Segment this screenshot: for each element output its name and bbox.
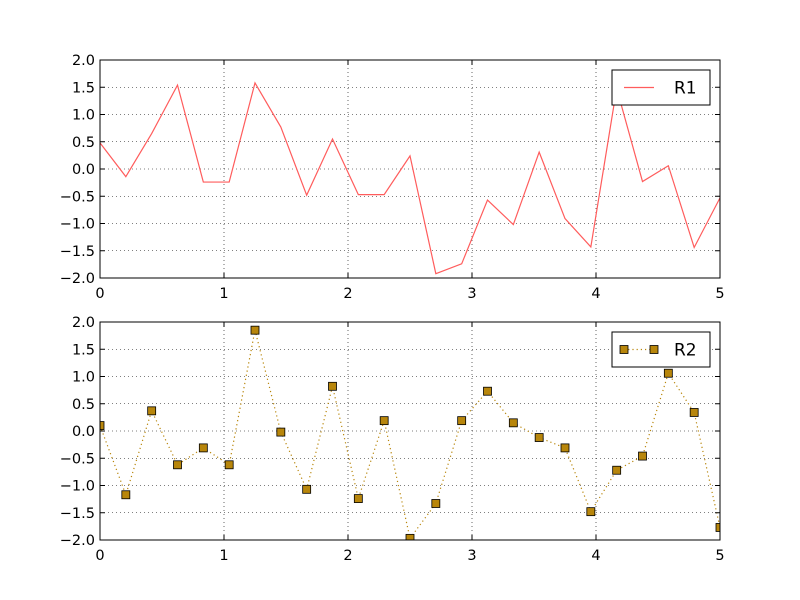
data-point [100,421,105,430]
y-tick-label: 2.0 [72,53,95,69]
data-point [353,494,363,503]
legend-marker-sample [649,345,659,354]
data-point [276,427,286,437]
subplot-2: 0 1 2 3 4 5 −2.0 −1.5 −1.0 −0.5 0.0 0.5 1.0 1.5 2.0 R2 [60,315,725,564]
data-point [198,443,208,453]
data-point [689,408,699,417]
x-tick-label: 5 [715,548,724,564]
x-tick-label: 1 [219,548,228,564]
data-point [379,416,389,426]
data-point [612,465,622,475]
data-point [560,443,570,453]
y-tick-label: −2.0 [60,533,95,549]
data-point [534,433,544,442]
x-tick-label: 0 [95,548,104,564]
data-point [431,499,441,508]
x-tick-label: 4 [591,286,600,302]
y-tick-label: 1.0 [72,370,95,386]
data-point [173,460,182,470]
axes-frame [99,59,721,279]
data-point [302,484,312,494]
y-tick-label: 0.0 [72,424,95,440]
data-point [457,416,467,426]
y-tick-label: −1.5 [60,506,95,522]
y-tick-label: −0.5 [60,189,95,205]
legend-label: R2 [674,341,697,361]
y-tick-label: −0.5 [60,451,95,467]
x-tick-label: 2 [343,286,352,302]
y-tick-label: 0.5 [72,397,95,413]
data-point [250,325,260,335]
x-tick-label: 3 [467,286,476,302]
y-tick-label: 2.0 [72,315,95,331]
legend-marker-sample [619,345,629,354]
y-tick-label: −1.5 [60,244,95,260]
data-point [715,523,720,532]
data-point [147,406,157,416]
x-tick-label: 2 [343,548,352,564]
data-point [405,533,415,540]
x-tick-label: 0 [95,286,104,302]
legend: R1 [611,69,711,106]
data-point [586,507,596,517]
y-tick-label: −1.0 [60,479,95,495]
data-point [328,381,337,391]
subplot-1: 0 1 2 3 4 5 −2.0 −1.5 −1.0 −0.5 0.0 0.5 1.0 1.5 2.0 R1 [60,53,725,302]
plot-layer: 0 1 2 3 4 5−2.0−1.5−1.0−0.50.00.51.01.52.0R10… [60,53,725,564]
legend-label: R1 [674,79,697,99]
y-tick-label: 0.0 [72,162,95,178]
y-tick-label: 1.5 [72,342,95,358]
y-tick-label: −2.0 [60,271,95,287]
y-tick-label: 1.0 [72,108,95,124]
y-tick-label: 0.5 [72,135,95,151]
legend: R2 [611,331,711,368]
data-point [663,368,673,378]
y-tick-label: −1.0 [60,217,95,233]
axes-frame [99,321,721,541]
x-tick-label: 1 [219,286,228,302]
y-tick-label: 1.5 [72,80,95,96]
data-point [224,460,234,470]
x-tick-label: 4 [591,548,600,564]
data-point [508,418,518,428]
data-point [121,490,131,500]
data-point [638,451,647,461]
data-point [483,386,492,396]
x-tick-label: 3 [467,548,476,564]
x-tick-label: 5 [715,286,724,302]
